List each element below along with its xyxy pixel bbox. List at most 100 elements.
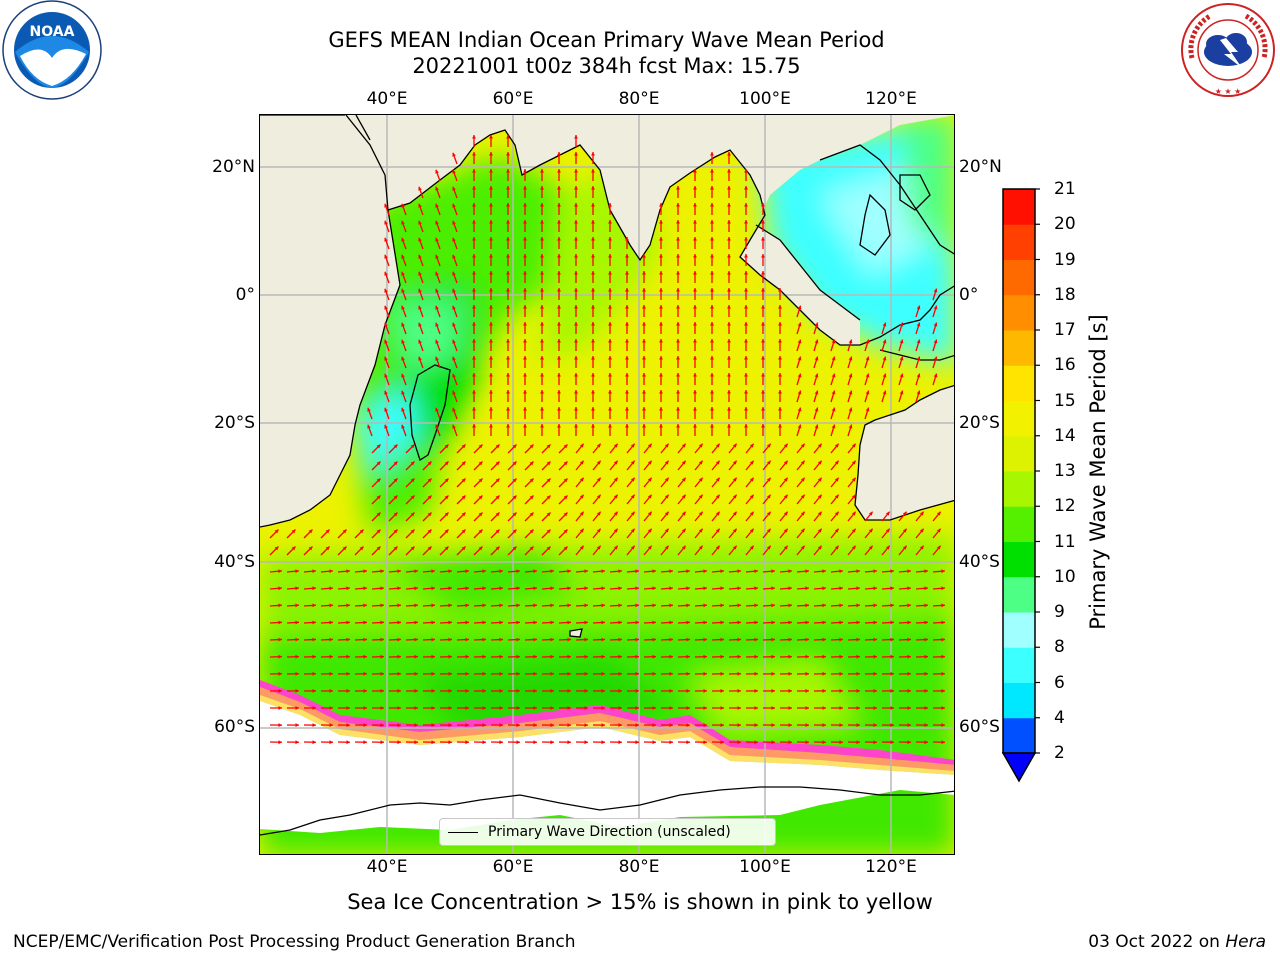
wave-arrow-head — [715, 494, 720, 499]
wave-arrow-head — [732, 460, 737, 465]
wave-arrow-head — [482, 723, 486, 728]
wave-arrow-head — [579, 545, 584, 550]
wave-arrow-head — [919, 545, 924, 550]
wave-arrow-head — [907, 671, 911, 676]
wave-arrow-head — [376, 529, 381, 534]
lon-tick-bottom-60e: 60°E — [492, 857, 534, 877]
wave-arrow-head — [744, 407, 748, 411]
wave-arrow-head — [472, 356, 476, 360]
wave-arrow-head — [329, 637, 333, 642]
wave-arrow-head — [754, 671, 758, 676]
wave-arrow-head — [618, 706, 622, 710]
wave-arrow-head — [516, 706, 520, 710]
wave-arrow-head — [295, 637, 299, 642]
wave-arrow-head — [848, 339, 853, 344]
wave-arrow-head — [882, 339, 887, 344]
wave-arrow-head — [523, 203, 527, 207]
wave-arrow-head — [754, 706, 758, 710]
wave-arrow-head — [380, 723, 384, 728]
wave-arrow-head — [676, 288, 680, 292]
wave-arrow-head — [941, 603, 945, 608]
wave-arrow-head — [461, 546, 466, 551]
footer-date: 03 Oct 2022 on Hera — [1088, 932, 1266, 952]
wave-arrow-head — [295, 740, 299, 745]
wave-arrow-head — [681, 545, 686, 550]
wave-arrow-head — [686, 723, 690, 728]
wave-arrow-head — [681, 511, 686, 516]
wave-arrow-head — [529, 461, 534, 466]
wave-arrow-head — [506, 186, 510, 190]
wave-arrow-head — [489, 254, 493, 258]
wave-arrow-head — [489, 271, 493, 275]
wave-arrow-head — [563, 444, 568, 449]
wave-arrow-head — [482, 688, 486, 693]
wave-arrow-head — [384, 424, 388, 429]
wave-arrow-head — [329, 740, 333, 745]
wave-arrow-head — [941, 671, 945, 676]
wave-arrow-head — [397, 688, 401, 693]
wave-arrow-head — [329, 586, 333, 591]
wave-arrow-head — [435, 254, 439, 259]
wave-arrow-head — [431, 723, 435, 728]
wave-arrow-head — [924, 654, 928, 659]
wave-arrow-head — [401, 339, 405, 344]
wave-arrow-head — [418, 305, 422, 310]
wave-arrow-head — [902, 545, 907, 550]
wave-arrow-head — [899, 322, 904, 327]
wave-arrow-head — [465, 723, 469, 728]
wave-arrow-head — [851, 443, 856, 448]
wave-arrow-head — [839, 740, 843, 745]
wave-arrow-head — [401, 203, 405, 208]
wave-arrow-head — [659, 254, 663, 258]
wave-arrow-head — [550, 637, 554, 642]
wave-arrow-head — [817, 443, 822, 448]
wave-arrow-head — [618, 723, 622, 728]
wave-arrow-head — [647, 494, 652, 499]
wave-arrow-head — [393, 478, 398, 483]
wave-arrow-head — [418, 254, 422, 259]
wave-arrow-head — [916, 305, 921, 310]
wave-arrow-head — [625, 356, 629, 360]
wave-arrow-head — [737, 569, 741, 574]
wave-arrow-head — [499, 654, 503, 659]
wave-arrow-head — [710, 254, 714, 258]
wave-arrow-head — [489, 424, 493, 428]
wave-arrow-head — [274, 529, 279, 534]
wave-arrow-head — [478, 529, 483, 534]
wave-arrow-head — [924, 569, 928, 574]
wave-arrow-head — [472, 390, 476, 394]
wave-arrow-head — [693, 339, 697, 343]
wave-arrow-head — [941, 688, 945, 693]
wave-arrow-head — [805, 740, 809, 745]
wave-arrow-head — [512, 478, 517, 483]
wave-arrow-head — [754, 688, 758, 693]
wave-arrow-head — [295, 620, 299, 625]
wave-arrow-head — [557, 288, 561, 292]
wave-arrow-head — [737, 740, 741, 745]
wave-arrow-head — [890, 740, 894, 745]
wave-arrow-head — [805, 603, 809, 608]
wave-arrow-head — [367, 424, 371, 429]
wave-arrow-head — [710, 407, 714, 411]
wave-arrow-head — [529, 529, 534, 534]
wave-arrow-head — [380, 569, 384, 574]
wave-arrow-head — [822, 654, 826, 659]
wave-arrow-head — [384, 305, 388, 310]
colorbar-tick-label: 16 — [1054, 355, 1076, 376]
wave-arrow-head — [557, 169, 561, 173]
wave-arrow-head — [346, 723, 350, 728]
wave-arrow-head — [805, 688, 809, 693]
wave-arrow-head — [435, 220, 439, 225]
wave-arrow-head — [625, 271, 629, 275]
wave-arrow-head — [295, 706, 299, 710]
wave-arrow-head — [557, 390, 561, 394]
wave-arrow-head — [472, 373, 476, 377]
wave-arrow-head — [771, 603, 775, 608]
wave-arrow-head — [698, 477, 703, 482]
wave-arrow-head — [574, 373, 578, 377]
wave-arrow-head — [788, 671, 792, 676]
wave-arrow-head — [856, 620, 860, 625]
wave-arrow-head — [778, 356, 782, 360]
wave-arrow-head — [761, 288, 765, 292]
wave-arrow-head — [727, 203, 731, 207]
